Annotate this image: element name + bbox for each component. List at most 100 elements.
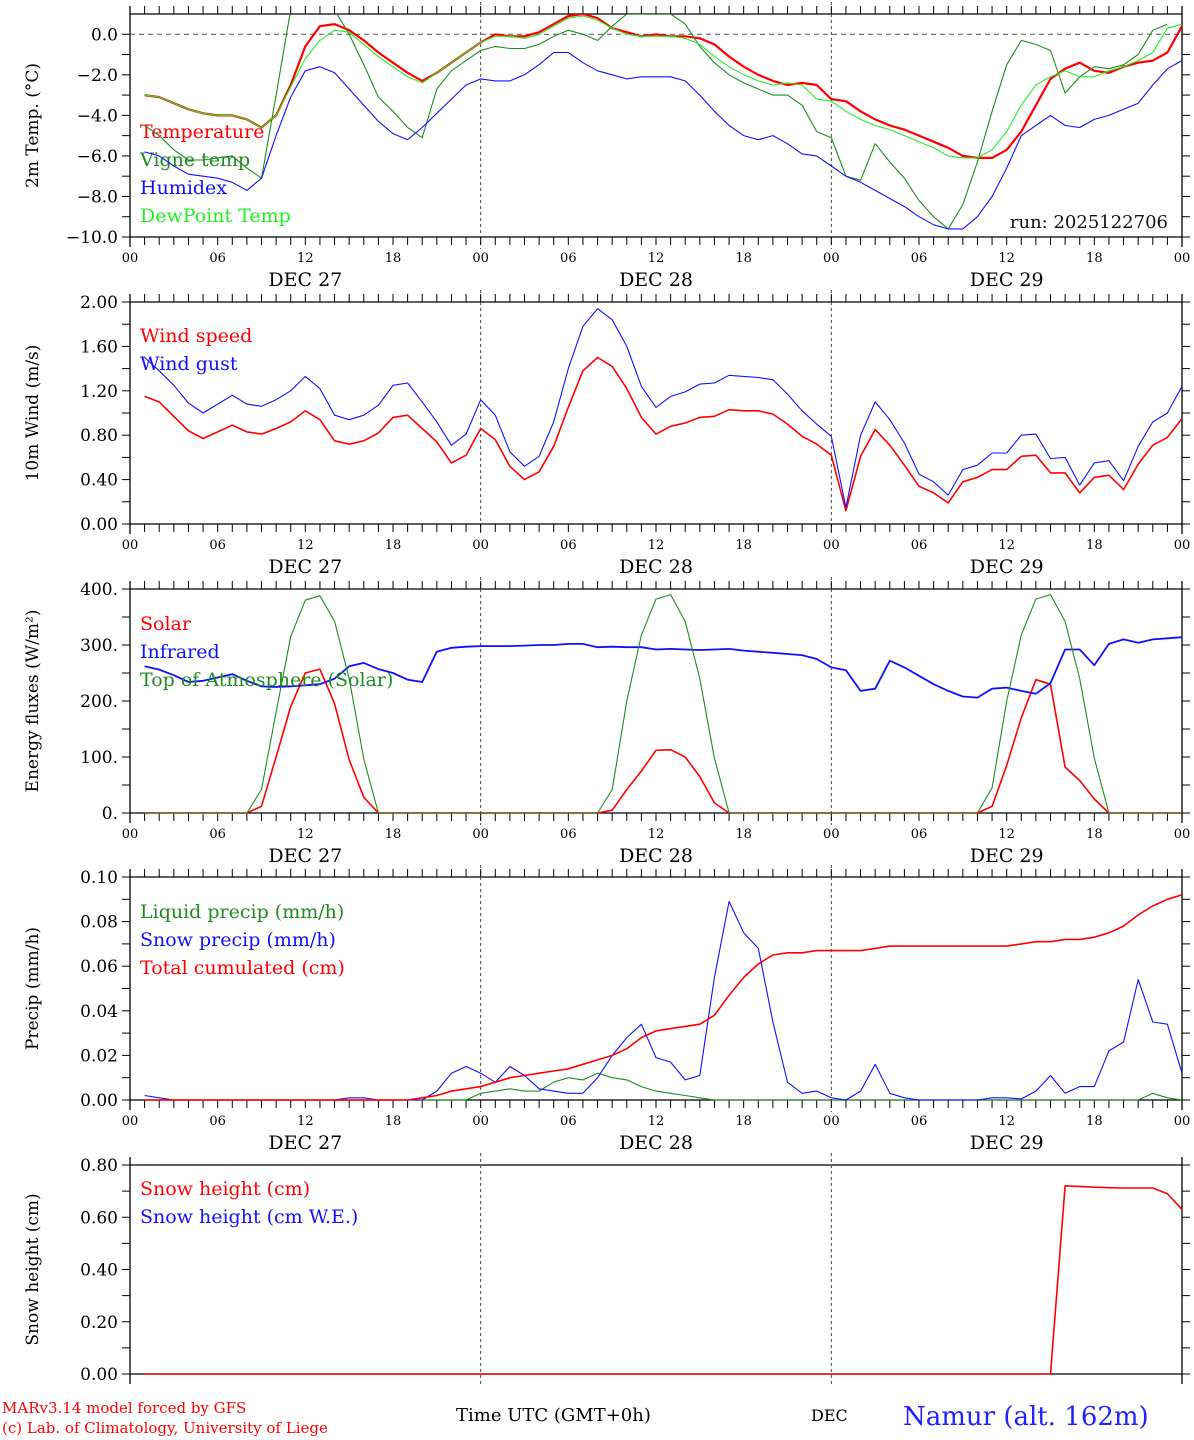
x-tick-label: 00 [122,827,139,842]
x-tick-label: 00 [1174,827,1191,842]
legend-entry: Liquid precip (mm/h) [140,901,344,923]
legend-entry: Snow precip (mm/h) [140,929,336,951]
series-line-dewpoint-temp [144,15,1182,159]
series-line-top-of-atmosphere-solar [144,594,1182,814]
x-day-label: DEC 28 [619,269,693,291]
x-tick-label: 06 [560,827,577,842]
legend-entry: Infrared [140,641,220,663]
month-label: DEC [811,1406,848,1425]
y-tick-label: 0.40 [80,1261,118,1281]
x-tick-label: 12 [998,827,1015,842]
x-tick-label: 18 [735,827,752,842]
legend-entry: Wind speed [140,325,252,347]
series-line-solar [144,668,1182,814]
y-tick-label: 0.06 [80,957,118,977]
x-day-label: DEC 29 [970,556,1044,578]
y-tick-label: 0.60 [80,1208,118,1228]
y-tick-label: 0.00 [80,1091,118,1111]
x-tick-label: 06 [560,251,577,266]
run-label: run: 2025122706 [1010,212,1168,233]
x-tick-label: 06 [560,538,577,553]
x-tick-label: 18 [735,538,752,553]
x-tick-label: 00 [472,827,489,842]
y-axis-title: Energy fluxes (W/m²) [23,610,43,793]
x-tick-label: 00 [472,538,489,553]
y-tick-label: 2.00 [80,293,118,313]
x-tick-label: 12 [297,1114,314,1129]
x-tick-label: 18 [1086,538,1103,553]
x-tick-label: 06 [209,827,226,842]
x-tick-label: 00 [823,251,840,266]
x-tick-label: 00 [122,1114,139,1129]
y-tick-label: 0.80 [80,426,118,446]
legend-entry: Temperature [140,121,264,143]
x-tick-label: 06 [911,538,928,553]
x-tick-label: 12 [297,827,314,842]
x-tick-label: 12 [297,538,314,553]
y-tick-label: 0.0 [91,25,118,45]
x-tick-label: 06 [560,1114,577,1129]
x-tick-label: 12 [998,1114,1015,1129]
x-tick-label: 12 [648,827,665,842]
x-axis-title: Time UTC (GMT+0h) [456,1405,651,1426]
y-tick-label: −6.0 [77,147,118,167]
y-tick-label: −8.0 [77,187,118,207]
x-tick-label: 00 [472,251,489,266]
x-tick-label: 18 [385,827,402,842]
y-axis-title: 10m Wind (m/s) [23,345,43,482]
x-tick-label: 18 [385,538,402,553]
x-tick-label: 00 [1174,538,1191,553]
series-line-temperature [144,14,1182,159]
legend-entry: Vigne temp [139,149,250,171]
x-tick-label: 12 [998,538,1015,553]
y-tick-label: 200. [80,692,118,712]
series-line-humidex [144,51,1182,230]
x-tick-label: 06 [209,538,226,553]
x-day-label: DEC 27 [268,1132,342,1154]
x-day-label: DEC 27 [268,269,342,291]
x-day-label: DEC 28 [619,1132,693,1154]
legend-entry: Top of Atmosphere (Solar) [140,669,393,691]
y-tick-label: −10.0 [66,228,118,248]
x-tick-label: 00 [122,251,139,266]
y-tick-label: −2.0 [77,66,118,86]
x-tick-label: 18 [1086,1114,1103,1129]
y-tick-label: 0.08 [80,913,118,933]
y-tick-label: 400. [80,580,118,600]
x-tick-label: 18 [735,1114,752,1129]
x-day-label: DEC 28 [619,556,693,578]
legend-entry: DewPoint Temp [140,205,291,227]
series-line-vigne-temp [144,14,1168,230]
y-tick-label: −4.0 [77,106,118,126]
x-tick-label: 00 [1174,1114,1191,1129]
x-tick-label: 00 [472,1114,489,1129]
legend-entry: Snow height (cm) [140,1178,310,1200]
y-tick-label: 0.40 [80,471,118,491]
x-tick-label: 00 [1174,251,1191,266]
y-tick-label: 0.10 [80,868,118,888]
legend-entry: Snow height (cm W.E.) [140,1206,358,1228]
y-axis-title: 2m Temp. (°C) [23,63,43,188]
legend-entry: Wind gust [140,353,238,375]
x-tick-label: 00 [122,538,139,553]
y-tick-label: 0.00 [80,515,118,535]
x-tick-label: 12 [297,251,314,266]
y-axis-title: Snow height (cm) [23,1193,43,1345]
x-tick-label: 12 [648,1114,665,1129]
x-day-label: DEC 29 [970,845,1044,867]
x-tick-label: 18 [385,1114,402,1129]
series-line-total-cumulated-cm [144,894,1182,1101]
legend-entry: Total cumulated (cm) [140,957,345,979]
x-tick-label: 00 [823,1114,840,1129]
series-line-wind-gust [144,308,1182,508]
y-tick-label: 300. [80,636,118,656]
x-tick-label: 06 [911,251,928,266]
x-day-label: DEC 27 [268,845,342,867]
x-tick-label: 06 [209,251,226,266]
series-line-wind-speed [144,356,1182,512]
x-tick-label: 18 [385,251,402,266]
station-label: Namur (alt. 162m) [903,1402,1149,1432]
x-day-label: DEC 29 [970,269,1044,291]
model-credit-line1: MARv3.14 model forced by GFS [2,1399,247,1417]
